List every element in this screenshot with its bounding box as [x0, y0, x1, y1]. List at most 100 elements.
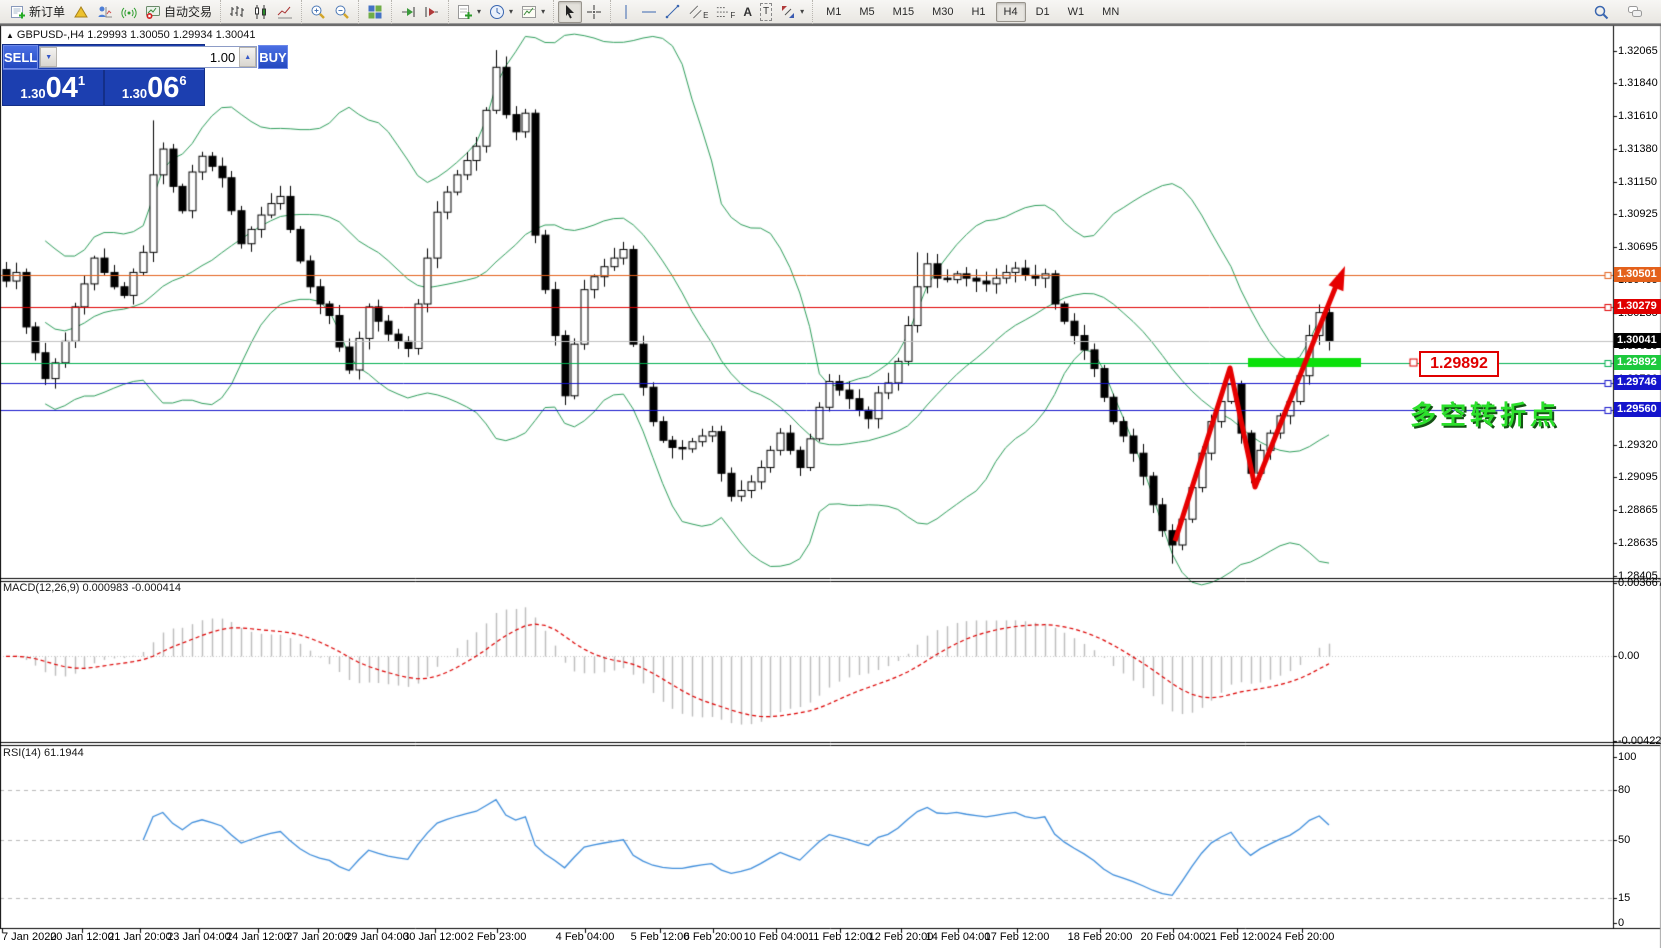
zoom-out-button[interactable] — [330, 1, 354, 23]
rsi-name: RSI(14) — [3, 747, 41, 759]
toolbar-group-windows — [358, 0, 391, 24]
timeframe-button-m5[interactable]: M5 — [859, 5, 875, 18]
toolbar-group-cursor — [553, 0, 610, 24]
y-axis-tick-label: 1.31840 — [1618, 77, 1658, 90]
sell-price-sup: 1 — [77, 73, 86, 88]
signals-button[interactable] — [117, 1, 141, 23]
turning-point-annotation[interactable]: 多空转折点 — [1410, 401, 1561, 431]
price-tag-1.30041: 1.30041 — [1614, 333, 1661, 349]
label-icon: T — [759, 2, 773, 21]
buy-price-sup: 6 — [179, 73, 187, 88]
periods-icon — [490, 4, 505, 19]
cursor-button[interactable] — [558, 0, 583, 23]
crosshair-button[interactable] — [582, 1, 606, 23]
timeframe-button-d1[interactable]: D1 — [1035, 5, 1050, 18]
timeframe-button-m30[interactable]: M30 — [932, 5, 954, 18]
auto-scroll-button[interactable] — [396, 1, 420, 23]
text-tool-button[interactable]: A — [739, 1, 756, 23]
y-axis-tick-label: 1.28405 — [1618, 569, 1658, 582]
metaeditor-button[interactable] — [69, 1, 93, 23]
y-axis-tick-label: 1.31380 — [1618, 143, 1658, 156]
timeframe-button-h1[interactable]: H1 — [971, 5, 986, 18]
timeframe-button-w1[interactable]: W1 — [1067, 5, 1085, 18]
buy-button[interactable]: BUY — [258, 45, 288, 69]
candlestick-icon — [255, 4, 267, 19]
timeframe-button-m1[interactable]: M1 — [826, 5, 842, 18]
search-icon — [1594, 5, 1609, 19]
vertical-line-icon — [625, 4, 627, 19]
market-watch-button[interactable] — [93, 1, 117, 23]
y-axis-tick-label: 1.28865 — [1618, 503, 1658, 516]
toolbar-group-chart-type — [220, 0, 301, 24]
time-axis-label: 24 Jan 12:00 — [226, 931, 290, 943]
buy-price[interactable]: 1.30 06 6 — [105, 70, 205, 106]
new-order-label: 新订单 — [29, 5, 66, 19]
indicators-icon — [458, 4, 473, 19]
time-axis-label: 4 Feb 04:00 — [555, 931, 615, 943]
sell-price[interactable]: 1.30 04 1 — [3, 70, 105, 106]
toolbar-group-timeframes: M1 M5 M15 M30 H1 H4 D1 W1 MN — [812, 0, 1132, 24]
chart-shift-icon — [425, 6, 439, 17]
new-order-button[interactable]: 新订单 — [6, 1, 69, 23]
time-axis-label: 23 Jan 04:00 — [167, 931, 231, 943]
vertical-line-button[interactable] — [615, 1, 637, 23]
candlestick-chart-button[interactable] — [249, 1, 273, 23]
macd-main-value: 0.000983 — [82, 582, 129, 594]
cursor-icon — [566, 4, 575, 18]
time-axis-label: 12 Feb 20:00 — [868, 931, 934, 943]
price-annotation-box[interactable]: 1.29892 — [1419, 351, 1499, 377]
timeframe-button-h4[interactable]: H4 — [995, 1, 1026, 22]
tile-windows-button[interactable] — [363, 1, 387, 23]
sell-button[interactable]: SELL — [3, 45, 39, 69]
macd-axis-tick-label: -0.00422 — [1618, 735, 1661, 747]
templates-icon — [522, 5, 537, 18]
zoom-in-button[interactable] — [306, 1, 330, 23]
label-tool-button[interactable]: T — [756, 1, 776, 23]
fibonacci-icon — [717, 6, 730, 17]
price-tag-1.29560: 1.29560 — [1614, 402, 1661, 418]
chart-shift-button[interactable] — [420, 1, 444, 23]
autotrade-button[interactable]: 自动交易 — [141, 1, 216, 23]
channel-letter: E — [703, 10, 709, 20]
volume-increase-button[interactable]: ▲ — [239, 47, 257, 67]
y-axis-tick-label: 1.30925 — [1618, 208, 1658, 221]
line-chart-button[interactable] — [273, 1, 297, 23]
rsi-value: 61.1944 — [43, 747, 84, 759]
periods-button[interactable]: ▾ — [485, 1, 517, 23]
templates-button[interactable]: ▾ — [517, 1, 549, 23]
crosshair-icon — [587, 4, 602, 19]
autotrade-label: 自动交易 — [164, 5, 213, 19]
toolbar-group-objects: ▾ ▾ ▾ — [448, 0, 553, 24]
volume-decrease-button[interactable]: ▼ — [40, 47, 58, 67]
time-axis-label: 20 Jan 12:00 — [50, 931, 114, 943]
price-tag-1.30279: 1.30279 — [1614, 299, 1661, 314]
collapse-panel-icon[interactable]: ▲ — [6, 31, 14, 40]
toolbar-group-scroll — [391, 0, 448, 24]
search-button[interactable] — [1589, 1, 1613, 23]
macd-axis-tick-label: 0.003667 — [1618, 577, 1661, 589]
chat-button[interactable] — [1623, 1, 1647, 23]
trendline-button[interactable] — [661, 1, 685, 23]
rsi-label: RSI(14) 61.1944 — [3, 747, 84, 759]
time-axis-label: 20 Feb 04:00 — [1140, 931, 1206, 943]
y-axis-tick-label: 1.29095 — [1618, 470, 1658, 483]
time-axis-label: 21 Feb 12:00 — [1204, 931, 1270, 943]
indicators-button[interactable]: ▾ — [453, 1, 485, 23]
bar-chart-button[interactable] — [225, 1, 249, 23]
time-axis-label: 30 Jan 12:00 — [403, 931, 467, 943]
channel-icon — [689, 5, 702, 18]
fibonacci-button[interactable]: F — [712, 1, 739, 23]
dropdown-arrow-icon: ▾ — [477, 7, 482, 16]
timeframe-button-mn[interactable]: MN — [1102, 5, 1120, 18]
macd-axis-tick-label: 0.00 — [1618, 650, 1640, 663]
arrows-button[interactable]: ▾ — [776, 1, 808, 23]
y-axis-tick-label: 1.28635 — [1618, 536, 1658, 549]
rsi-axis-tick-label: 15 — [1618, 892, 1631, 905]
horizontal-line-button[interactable] — [637, 1, 661, 23]
channel-button[interactable]: E — [685, 1, 712, 23]
price-tag-1.30501: 1.30501 — [1614, 267, 1661, 283]
volume-input[interactable] — [57, 47, 240, 67]
timeframe-button-m15[interactable]: M15 — [892, 5, 915, 18]
